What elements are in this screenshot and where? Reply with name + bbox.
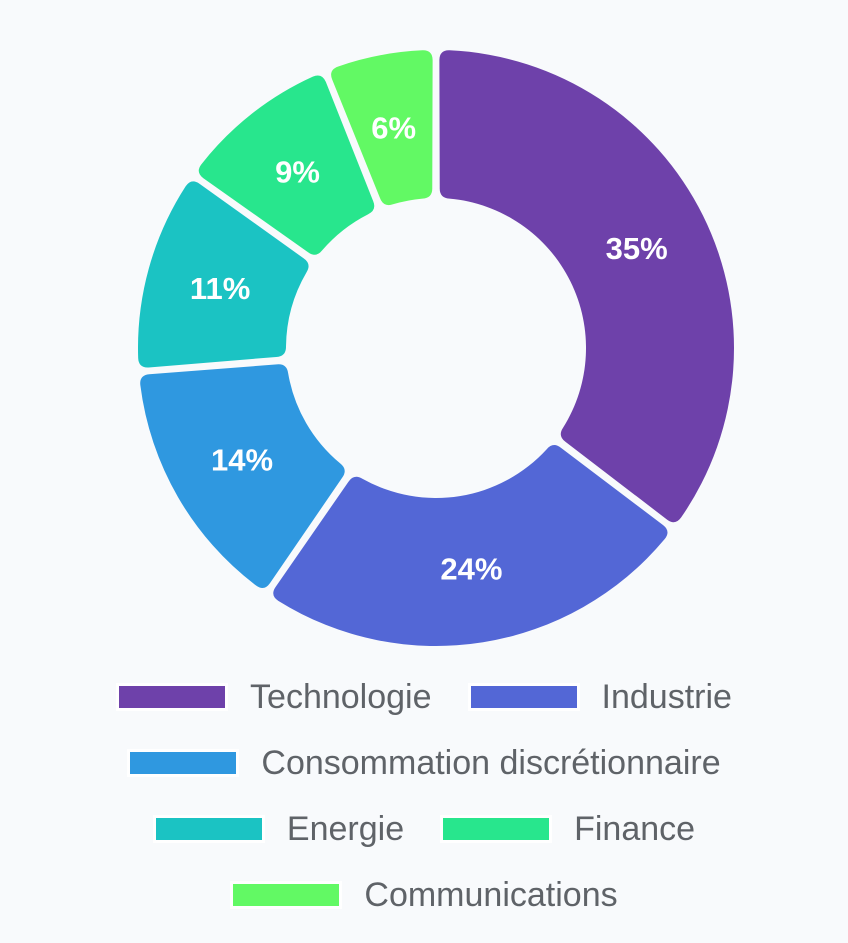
slice-consommation[interactable]: [140, 364, 345, 589]
slice-technologie[interactable]: [439, 50, 735, 523]
slice-energie[interactable]: [137, 181, 309, 368]
legend-swatch-technologie: [116, 683, 229, 711]
legend-row: Energie Finance: [0, 796, 848, 862]
legend-row: Consommation discrétionnaire: [0, 730, 848, 796]
legend-item-communications[interactable]: Communications: [230, 875, 618, 915]
slice-finance[interactable]: [198, 75, 375, 255]
slice-communications[interactable]: [331, 50, 433, 206]
legend-swatch-consommation: [127, 749, 240, 777]
slice-value-label: 24%: [440, 552, 502, 587]
donut-chart: 35% 24% 14% 11% 9% 6%: [137, 50, 735, 647]
slice-value-label: 35%: [606, 231, 668, 266]
legend-label-finance: Finance: [574, 809, 696, 848]
legend-item-consommation[interactable]: Consommation discrétionnaire: [127, 743, 721, 783]
legend-swatch-industrie: [467, 683, 580, 711]
legend-label-energie: Energie: [286, 809, 405, 848]
legend-swatch-energie: [152, 815, 265, 843]
slice-value-label: 14%: [211, 443, 273, 478]
legend-label-technologie: Technologie: [250, 677, 432, 716]
slice-labels: 35% 24% 14% 11% 9% 6%: [190, 111, 668, 587]
legend-label-industrie: Industrie: [601, 677, 732, 716]
legend-row: Communications: [0, 862, 848, 928]
legend-label-consommation: Consommation discrétionnaire: [261, 743, 721, 782]
donut-slices: [137, 50, 735, 647]
legend-label-communications: Communications: [364, 875, 618, 914]
slice-value-label: 9%: [275, 154, 320, 189]
slice-value-label: 6%: [371, 111, 416, 146]
legend-item-industrie[interactable]: Industrie: [467, 677, 732, 717]
legend-swatch-communications: [230, 881, 343, 909]
legend-swatch-finance: [440, 815, 553, 843]
slice-value-label: 11%: [190, 271, 250, 306]
slice-industrie[interactable]: [273, 445, 668, 647]
legend-row: Technologie Industrie: [0, 664, 848, 730]
legend-item-finance[interactable]: Finance: [440, 810, 695, 849]
legend: Technologie Industrie Consommation discr…: [0, 664, 848, 928]
legend-item-technologie[interactable]: Technologie: [116, 677, 432, 717]
legend-item-energie[interactable]: Energie: [152, 809, 405, 849]
